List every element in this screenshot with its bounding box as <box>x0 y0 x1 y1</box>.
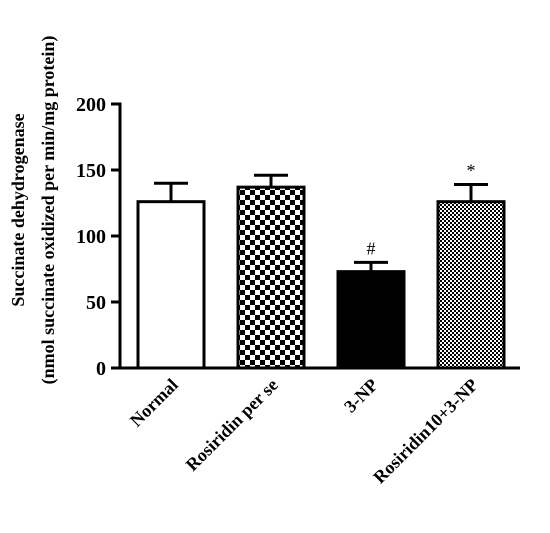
y-tick-label: 150 <box>76 160 106 182</box>
significance-marker: # <box>367 238 376 258</box>
y-axis-title: Succinate dehydrogenase (nmol succinate … <box>8 36 59 385</box>
bar <box>236 185 306 370</box>
bar <box>136 200 206 370</box>
y-tick-label: 50 <box>86 292 106 314</box>
y-tick-label: 200 <box>76 94 106 116</box>
y-tick-label: 0 <box>96 358 106 380</box>
y-tick-label: 100 <box>76 226 106 248</box>
y-axis-title-line2: (nmol succinate oxidized per min/mg prot… <box>38 36 59 385</box>
category-label: Rosiridin per se <box>182 375 282 475</box>
category-label: Normal <box>126 375 182 431</box>
bar <box>336 270 406 370</box>
bar <box>436 200 506 370</box>
significance-marker: * <box>467 161 476 181</box>
y-axis-title-line1: Succinate dehydrogenase <box>8 113 28 306</box>
category-label: 3-NP <box>340 375 382 417</box>
bars: #* <box>136 161 506 370</box>
x-axis-labels: Normal Rosiridin per se 3-NPRosiridin10+3-… <box>126 375 482 488</box>
category-label: Rosiridin10+3-NP <box>369 375 482 488</box>
y-axis-ticks: 0 50 100 150 200 <box>76 94 120 380</box>
